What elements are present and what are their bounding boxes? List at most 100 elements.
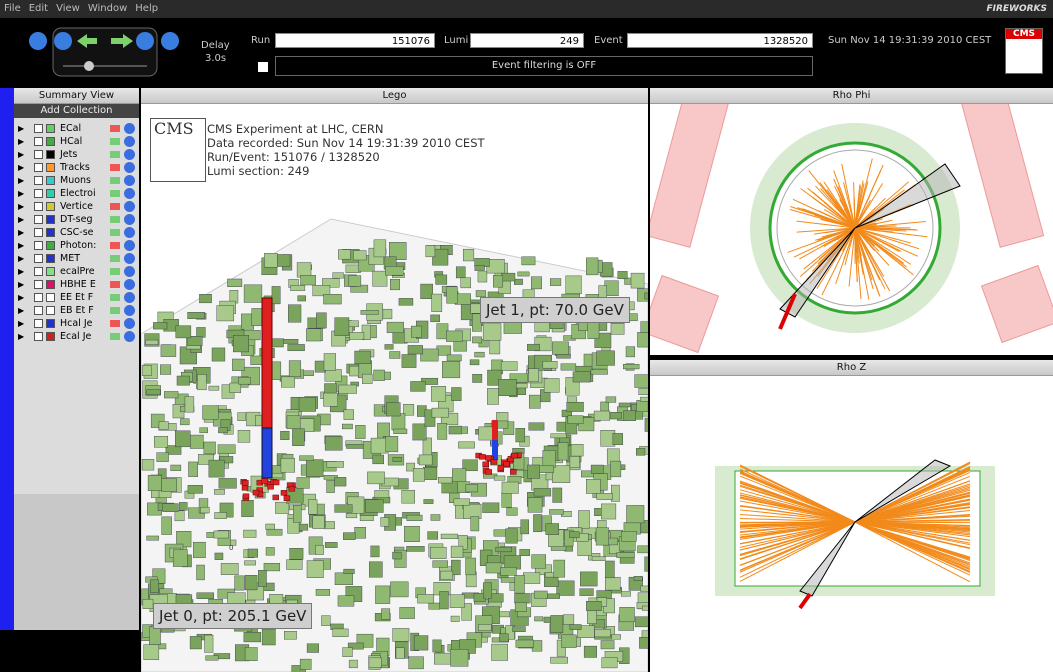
lego-cell	[286, 415, 301, 430]
lego-cell	[465, 484, 478, 493]
add-collection-button[interactable]: Add Collection	[14, 104, 139, 118]
lumi-field[interactable]: 249	[470, 33, 584, 48]
info-icon	[124, 279, 135, 290]
lego-cell	[527, 464, 540, 479]
menu-item[interactable]: Window	[87, 3, 128, 14]
lego-cell	[418, 454, 433, 466]
lego-cell	[636, 400, 648, 412]
next-button[interactable]	[136, 32, 154, 50]
lego-cell	[600, 640, 615, 650]
track	[739, 521, 856, 528]
color-swatch	[46, 215, 55, 224]
lego-cell	[449, 594, 465, 608]
collection-name: EB Et F	[60, 305, 94, 316]
lego-cell	[469, 359, 480, 366]
lego-cell	[375, 585, 391, 604]
track	[854, 462, 971, 523]
event-field[interactable]: 1328520	[627, 33, 813, 48]
lego-cell	[506, 507, 518, 516]
lego-cell	[261, 628, 276, 646]
lego-cell	[410, 381, 426, 392]
first-button[interactable]	[29, 32, 47, 50]
lego-cell	[547, 593, 560, 599]
lego-cell	[289, 548, 304, 560]
expand-arrow: ▶	[18, 319, 25, 328]
collection-row: ▶ Ecal Je	[14, 330, 139, 343]
menu-item[interactable]: Help	[135, 3, 159, 14]
track	[854, 502, 971, 523]
lego-cell	[543, 378, 560, 393]
lego-cell	[514, 602, 527, 612]
lego-cell	[316, 312, 327, 329]
track	[833, 170, 856, 229]
lego-cell	[417, 594, 435, 604]
filter-icon	[110, 242, 120, 249]
lego-cell	[305, 459, 324, 477]
back-button[interactable]	[77, 34, 97, 48]
track	[739, 521, 856, 533]
lego-cell	[482, 502, 500, 513]
filter-checkbox[interactable]	[258, 62, 268, 72]
lego-cell	[434, 652, 452, 665]
track	[739, 521, 856, 566]
lego-cell	[247, 548, 258, 558]
run-field[interactable]: 151076	[275, 33, 435, 48]
lego-cell	[164, 391, 179, 399]
filter-icon	[110, 138, 120, 145]
lego-cell	[523, 572, 541, 584]
lego-cell	[539, 465, 555, 473]
lego-cell	[446, 354, 462, 362]
visible-checkbox	[34, 228, 43, 237]
lego-cell	[175, 325, 192, 339]
lego-cell	[528, 422, 545, 431]
lego-cell	[439, 591, 449, 610]
lego-cell	[176, 531, 192, 548]
player-controls	[29, 27, 179, 77]
track	[739, 521, 856, 545]
expand-arrow: ▶	[18, 215, 25, 224]
jet1-label: Jet 1, pt: 70.0 GeV	[480, 297, 630, 323]
lego-cell	[569, 624, 582, 630]
lego-cell	[206, 532, 216, 538]
jet0-tower-hcal	[261, 427, 273, 479]
lego-cell	[612, 433, 624, 445]
lego-cell	[533, 488, 552, 497]
menu-item[interactable]: File	[4, 3, 21, 14]
lego-cell	[625, 346, 635, 358]
lego-cell	[495, 546, 512, 553]
menu-item[interactable]: View	[56, 3, 80, 14]
lego-cell	[478, 624, 492, 631]
lego-cell	[450, 615, 460, 622]
forward-button[interactable]	[111, 34, 133, 48]
track	[854, 521, 971, 526]
color-swatch	[46, 306, 55, 315]
jet-cell	[261, 478, 268, 484]
last-button[interactable]	[161, 32, 179, 50]
lego-cell	[437, 423, 448, 440]
lego-cell	[178, 502, 188, 511]
track	[796, 220, 856, 229]
lego-cell	[360, 310, 379, 315]
lego-cell	[530, 276, 542, 290]
visible-checkbox	[34, 319, 43, 328]
lego-cell	[281, 376, 295, 388]
slider-knob[interactable]	[84, 61, 94, 71]
info-icon	[124, 331, 135, 342]
expand-arrow: ▶	[18, 293, 25, 302]
prev-button[interactable]	[54, 32, 72, 50]
track	[854, 480, 971, 523]
track	[854, 227, 890, 266]
rhoz-scene	[715, 459, 995, 610]
filter-status[interactable]: Event filtering is OFF	[275, 56, 813, 76]
lego-cell	[586, 257, 599, 276]
expand-arrow: ▶	[18, 241, 25, 250]
filter-icon	[110, 294, 120, 301]
lego-cell	[640, 396, 648, 402]
visible-checkbox	[34, 189, 43, 198]
menu-item[interactable]: Edit	[28, 3, 49, 14]
lego-cell	[153, 322, 168, 330]
lego-cell	[610, 460, 622, 478]
lego-cell	[563, 614, 575, 625]
lego-cell	[347, 642, 364, 650]
jet-cell	[267, 484, 274, 490]
